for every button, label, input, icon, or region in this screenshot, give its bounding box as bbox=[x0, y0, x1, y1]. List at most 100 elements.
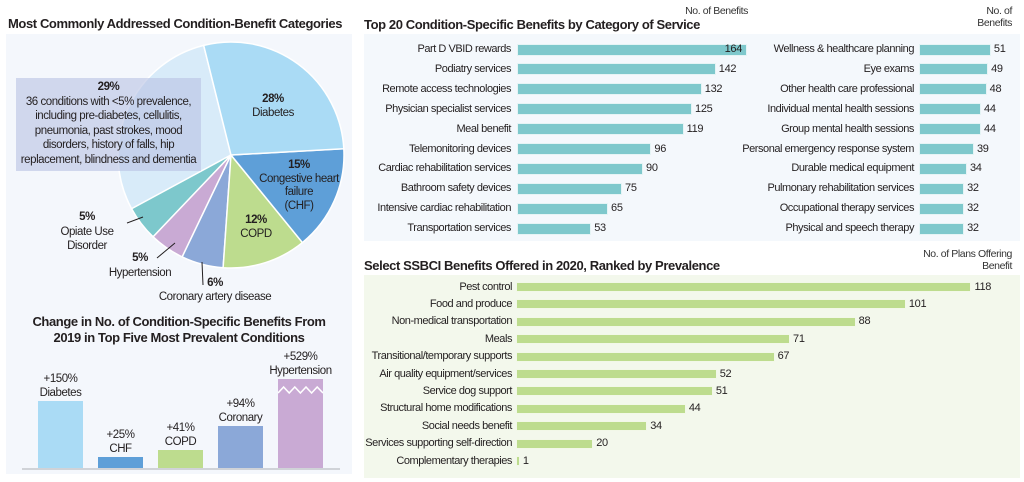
pie-label-diabetes: 28% Diabetes bbox=[233, 92, 313, 120]
pie-name-oud: Opiate Use bbox=[60, 225, 114, 238]
bar-value: 67 bbox=[777, 350, 790, 363]
change-bar-label: +94% Coronary bbox=[203, 397, 278, 425]
pie-name-copd: COPD bbox=[240, 228, 272, 240]
bar bbox=[517, 63, 716, 76]
pie-label-other-line: disorders, history of falls, hip bbox=[42, 139, 175, 151]
pie-pct-oud: 5% bbox=[79, 211, 95, 223]
bar-value: 51 bbox=[715, 384, 728, 397]
change-bar-coronary bbox=[218, 425, 263, 468]
pie-slice-copd bbox=[222, 153, 304, 269]
pie-pct-hypertension: 5% bbox=[132, 252, 148, 264]
top20-value-header-1: No. of Benefits bbox=[685, 5, 748, 17]
bar-label: Durable medical equipment bbox=[791, 162, 914, 175]
pie-label-oud: 5% Opiate Use Disorder bbox=[55, 210, 119, 254]
bar-value: 75 bbox=[625, 182, 637, 195]
bar-label: Meals bbox=[484, 332, 513, 345]
bar-label: Intensive cardiac rehabilitation bbox=[377, 202, 511, 215]
bar-label: Individual mental health sessions bbox=[767, 102, 914, 115]
bar bbox=[919, 202, 965, 215]
bar bbox=[919, 123, 982, 136]
bar-value: 44 bbox=[984, 122, 996, 135]
bar bbox=[517, 143, 652, 155]
bar bbox=[516, 299, 906, 310]
bar-value: 90 bbox=[646, 162, 658, 175]
bar-label: Telemonitoring devices bbox=[409, 142, 511, 155]
bar-label: Structural home modifications bbox=[380, 402, 512, 415]
bar-value: 125 bbox=[695, 102, 713, 115]
change-category-label: Diabetes bbox=[39, 386, 82, 399]
change-bar-label: +150% Diabetes bbox=[23, 372, 98, 400]
bar bbox=[516, 351, 775, 362]
bar-label: Air quality equipment/services bbox=[379, 367, 512, 380]
bar-value: 44 bbox=[688, 402, 701, 415]
bar bbox=[517, 202, 608, 215]
pie-label-copd: 12% COPD bbox=[226, 213, 286, 241]
pie-name-hypertension: Hypertension bbox=[108, 267, 172, 279]
change-baseline bbox=[22, 468, 340, 470]
bar-label: Pest control bbox=[459, 280, 512, 293]
bar-value: 32 bbox=[967, 202, 979, 215]
top20-value-header-2: No. of Benefits bbox=[977, 5, 1012, 29]
bar bbox=[517, 123, 684, 136]
pie-pct-other: 29% bbox=[97, 81, 120, 93]
change-bar-hypertension bbox=[278, 379, 323, 468]
change-chart-title-line: Change in No. of Condition-Specific Bene… bbox=[32, 314, 326, 329]
change-value-label: +25% bbox=[106, 428, 135, 441]
bar bbox=[919, 222, 965, 235]
pie-label-hypertension: 5% Hypertension bbox=[105, 251, 175, 281]
bar bbox=[919, 83, 987, 96]
bar bbox=[516, 403, 686, 414]
bar-value: 88 bbox=[858, 315, 871, 328]
ssbci-value-header: No. of Plans Offering Benefit bbox=[923, 248, 1012, 272]
bar-value: 20 bbox=[596, 437, 608, 450]
bar-label: Complementary therapies bbox=[396, 454, 512, 467]
change-category-label: Coronary bbox=[218, 411, 263, 424]
pie-label-other-line: including pre-diabetes, cellulitis, bbox=[35, 110, 182, 122]
bar-value: 39 bbox=[976, 142, 989, 155]
pie-label-coronary: 6% Coronary artery disease bbox=[150, 276, 280, 304]
bar-value: 119 bbox=[686, 122, 704, 135]
pie-label-other: 29% 36 conditions with <5% prevalence, i… bbox=[16, 80, 201, 167]
bar-value: 49 bbox=[991, 62, 1003, 75]
pie-name-coronary: Coronary artery disease bbox=[158, 291, 272, 303]
bar-label: Service dog support bbox=[422, 384, 513, 397]
change-bar-chf bbox=[98, 456, 143, 468]
change-category-label: Hypertension bbox=[269, 365, 332, 377]
pie-slice-chf bbox=[229, 147, 345, 244]
bar-value: 34 bbox=[969, 162, 982, 175]
bar-label: Part D VBID rewards bbox=[417, 43, 511, 55]
bar-label: Remote access technologies bbox=[382, 82, 511, 95]
bar-value: 118 bbox=[974, 280, 992, 293]
pie-pct-copd: 12% bbox=[245, 214, 267, 226]
change-bar-label: +529% Hypertension bbox=[263, 350, 338, 378]
bar bbox=[517, 222, 592, 235]
change-bar-diabetes bbox=[38, 400, 83, 468]
bar bbox=[516, 334, 791, 345]
bar-label: Meal benefit bbox=[456, 122, 511, 135]
pie-label-other-line: replacement, blindness and dementia bbox=[20, 153, 197, 166]
bar-label: Cardiac rehabilitation services bbox=[378, 162, 511, 175]
pie-name-oud: Disorder bbox=[67, 240, 107, 252]
bar-value: 32 bbox=[967, 222, 979, 235]
bar-value: 71 bbox=[793, 332, 805, 345]
pie-pct-diabetes: 28% bbox=[262, 93, 284, 105]
pie-title: Most Commonly Addressed Condition-Benefi… bbox=[8, 16, 343, 31]
bar bbox=[919, 182, 965, 195]
bar-label: Physician specialist services bbox=[385, 102, 511, 115]
bar-label: Group mental health sessions bbox=[781, 122, 914, 135]
bar-label: Non-medical transportation bbox=[391, 315, 513, 328]
bar-value: 65 bbox=[611, 202, 623, 215]
bar-label: Podiatry services bbox=[434, 62, 512, 75]
bar-value: 52 bbox=[719, 367, 732, 380]
bar-value: 96 bbox=[654, 142, 667, 155]
pie-name-chf: failure bbox=[284, 186, 314, 198]
bar-value: 142 bbox=[718, 62, 737, 75]
pie-label-other-line: 36 conditions with <5% prevalence, bbox=[25, 95, 192, 108]
pie-name-diabetes: Diabetes bbox=[252, 107, 294, 119]
bar-value: 51 bbox=[993, 43, 1006, 55]
ssbci-title: Select SSBCI Benefits Offered in 2020, R… bbox=[364, 258, 720, 273]
bar-label: Personal emergency response system bbox=[742, 142, 914, 155]
change-value-label: +94% bbox=[226, 397, 255, 410]
bar bbox=[516, 438, 594, 449]
bar-value: 1 bbox=[522, 454, 529, 467]
